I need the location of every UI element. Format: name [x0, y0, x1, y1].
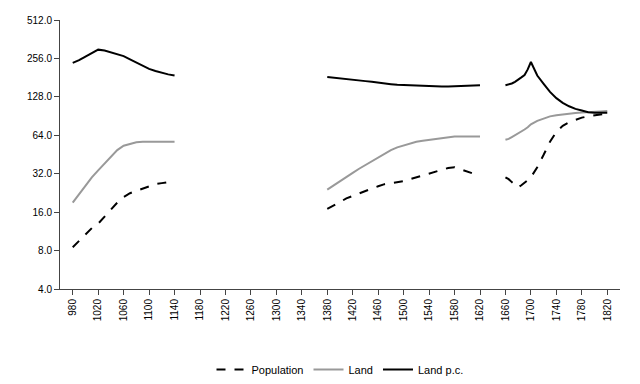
svg-text:Land p.c.: Land p.c. [418, 364, 463, 376]
svg-text:1420: 1420 [347, 299, 358, 322]
svg-text:16.0: 16.0 [33, 207, 53, 218]
svg-text:1300: 1300 [271, 299, 282, 322]
svg-text:1020: 1020 [92, 299, 103, 322]
svg-text:1180: 1180 [194, 299, 205, 321]
svg-text:512.0: 512.0 [27, 15, 52, 26]
svg-text:1260: 1260 [245, 299, 256, 322]
svg-text:1140: 1140 [169, 299, 180, 321]
svg-text:1700: 1700 [525, 299, 536, 322]
svg-text:1660: 1660 [500, 299, 511, 322]
svg-text:1580: 1580 [449, 299, 460, 322]
svg-text:1380: 1380 [322, 299, 333, 322]
svg-text:Population: Population [252, 364, 304, 376]
svg-text:Land: Land [349, 364, 373, 376]
svg-text:1540: 1540 [423, 299, 434, 322]
svg-text:1740: 1740 [551, 299, 562, 322]
svg-text:1100: 1100 [143, 299, 154, 321]
svg-text:8.0: 8.0 [38, 245, 52, 256]
svg-text:32.0: 32.0 [33, 168, 53, 179]
svg-text:1500: 1500 [398, 299, 409, 322]
svg-text:128.0: 128.0 [27, 91, 52, 102]
svg-text:1820: 1820 [602, 299, 613, 322]
svg-text:1060: 1060 [118, 299, 129, 322]
svg-text:256.0: 256.0 [27, 53, 52, 64]
svg-text:1340: 1340 [296, 299, 307, 322]
svg-text:980: 980 [67, 299, 78, 316]
svg-text:4.0: 4.0 [38, 284, 52, 295]
svg-text:1620: 1620 [474, 299, 485, 322]
svg-text:64.0: 64.0 [33, 130, 53, 141]
svg-text:1460: 1460 [372, 299, 383, 322]
svg-text:1780: 1780 [576, 299, 587, 322]
svg-text:1220: 1220 [220, 299, 231, 322]
